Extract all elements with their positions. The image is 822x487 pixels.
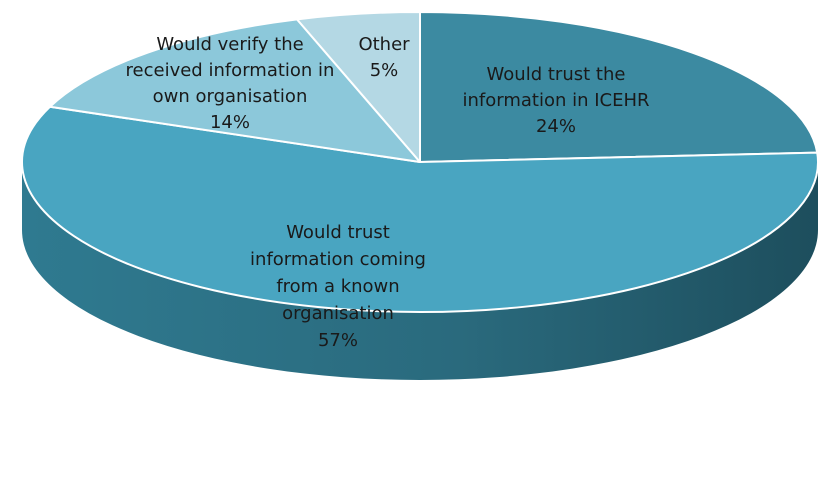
data-label-known-organisation-line: from a known: [276, 276, 399, 297]
data-label-icehr-line: Would trust the: [487, 64, 626, 85]
data-label-icehr-line: 24%: [536, 116, 576, 137]
pie-slice-icehr: [419, 11, 819, 163]
pie-slices: [21, 11, 819, 313]
pie-slice-other: [296, 11, 421, 163]
data-label-verify-own-organisation-line: own organisation: [153, 86, 308, 107]
data-label-verify-own-organisation-line: Would verify the: [156, 34, 303, 55]
data-label-known-organisation-line: organisation: [282, 303, 394, 324]
data-label-icehr-line: information in ICEHR: [462, 90, 649, 111]
pie-labels: Would trust the information in ICEHR 24%Wo…: [126, 34, 650, 351]
pie-slice-known-organisation: [21, 105, 819, 313]
data-label-known-organisation-line: information coming: [250, 249, 426, 270]
data-label-known-organisation-line: 57%: [318, 330, 358, 351]
data-label-verify-own-organisation-line: 14%: [210, 112, 250, 133]
data-label-known-organisation: Would trust information coming from a know…: [250, 222, 426, 351]
data-label-icehr: Would trust the information in ICEHR 24%: [462, 64, 649, 137]
data-label-verify-own-organisation: Would verify the received information in o…: [126, 34, 335, 133]
data-label-other: Other 5%: [358, 34, 410, 81]
data-label-other-line: Other: [358, 34, 410, 55]
pie-side-known-organisation: [22, 162, 818, 380]
data-label-known-organisation-line: Would trust: [286, 222, 390, 243]
data-label-verify-own-organisation-line: received information in: [126, 60, 335, 81]
data-label-other-line: 5%: [370, 60, 399, 81]
pie-sides: [22, 162, 818, 380]
